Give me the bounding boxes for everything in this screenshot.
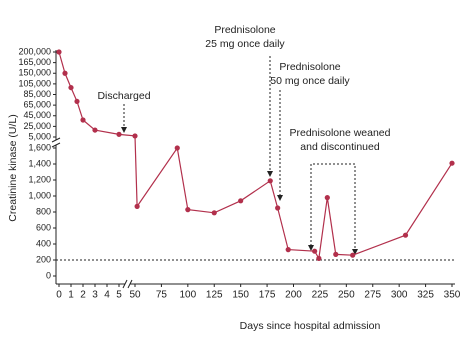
annotation: 50 mg once daily: [270, 75, 350, 87]
x-tick-label: 225: [312, 290, 329, 301]
y-tick-label: 600: [36, 222, 51, 232]
y-tick-label: 45,000: [23, 110, 51, 120]
x-tick-label: 300: [391, 290, 408, 301]
y-tick-label: 165,000: [18, 57, 51, 67]
y-tick-label: 800: [36, 206, 51, 216]
data-point: [285, 247, 291, 253]
x-tick-label: 250: [338, 290, 355, 301]
data-point: [68, 84, 74, 91]
data-point: [312, 248, 318, 254]
y-tick-label: 200: [36, 254, 51, 264]
x-tick-label: 2: [80, 290, 86, 301]
data-point: [56, 49, 62, 55]
y-tick-label: 105,000: [18, 78, 51, 88]
x-tick-label: 200: [285, 290, 302, 301]
annotation: Discharged: [97, 90, 150, 102]
data-point: [132, 133, 138, 139]
data-point: [449, 160, 455, 166]
x-axis-label: Days since hospital admission: [240, 320, 381, 332]
data-point: [238, 198, 244, 204]
x-tick-label: 4: [104, 290, 110, 301]
y-tick-label: 1,200: [28, 174, 51, 184]
annotation-arrows: [121, 56, 358, 255]
data-point: [316, 255, 322, 261]
y-tick-label: 5,000: [28, 131, 51, 141]
annotation: Prednisolone weaned: [290, 127, 391, 139]
y-tick-label: 25,000: [23, 121, 51, 131]
axis-break: [51, 137, 133, 289]
y-axis-label: Creatinine kinase (U/L): [7, 114, 19, 221]
x-tick-label: 100: [179, 290, 196, 301]
data-point: [275, 205, 281, 211]
data-point: [92, 127, 98, 133]
data-point: [80, 117, 86, 123]
x-tick-label: 325: [417, 290, 434, 301]
data-point: [74, 98, 80, 105]
data-point: [62, 70, 68, 76]
y-tick-label: 85,000: [23, 89, 51, 99]
x-tick-label: 0: [56, 290, 62, 301]
data-point: [324, 195, 330, 201]
data-point: [211, 210, 217, 216]
data-point: [267, 178, 273, 184]
annotation: 25 mg once daily: [205, 38, 285, 50]
data-point: [174, 145, 180, 151]
y-tick-label: 200,000: [18, 46, 51, 56]
data-point: [350, 252, 356, 258]
x-tick-label: 150: [232, 290, 249, 301]
x-tick-label: 75: [156, 290, 168, 301]
data-point: [116, 131, 122, 137]
annotation: Prednisolone: [214, 24, 275, 36]
x-tick-label: 50: [129, 290, 141, 301]
x-tick-label: 1: [68, 290, 74, 301]
x-tick-label: 175: [259, 290, 276, 301]
x-tick-label: 3: [92, 290, 98, 301]
y-tick-label: 1,600: [28, 142, 51, 152]
y-tick-label: 150,000: [18, 68, 51, 78]
y-tick-label: 65,000: [23, 100, 51, 110]
data-point: [185, 207, 191, 213]
annotation: Prednisolone: [279, 61, 340, 73]
y-tick-label: 1,400: [28, 158, 51, 168]
data-point: [333, 251, 339, 257]
data-line: [58, 51, 453, 261]
y-tick-label: 0: [46, 270, 51, 280]
data-point: [402, 232, 409, 238]
y-tick-label: 400: [36, 238, 51, 248]
x-tick-label: 5: [116, 290, 122, 301]
x-tick-label: 350: [444, 290, 461, 301]
y-tick-label: 1,000: [28, 190, 51, 200]
data-point: [134, 203, 140, 209]
x-tick-label: 275: [364, 290, 381, 301]
annotation: and discontinued: [300, 141, 380, 153]
x-tick-label: 125: [206, 290, 223, 301]
